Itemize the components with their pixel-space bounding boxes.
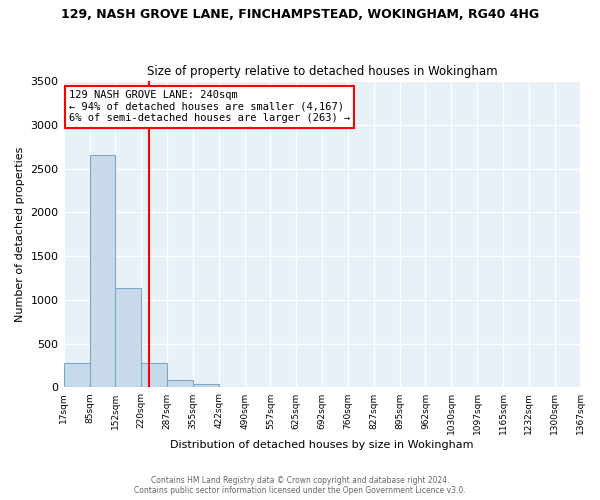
Bar — [193, 384, 218, 388]
Title: Size of property relative to detached houses in Wokingham: Size of property relative to detached ho… — [147, 66, 497, 78]
Y-axis label: Number of detached properties: Number of detached properties — [15, 146, 25, 322]
X-axis label: Distribution of detached houses by size in Wokingham: Distribution of detached houses by size … — [170, 440, 474, 450]
Bar — [218, 386, 245, 388]
Bar — [167, 380, 193, 388]
Bar — [115, 288, 141, 388]
Text: 129, NASH GROVE LANE, FINCHAMPSTEAD, WOKINGHAM, RG40 4HG: 129, NASH GROVE LANE, FINCHAMPSTEAD, WOK… — [61, 8, 539, 20]
Bar — [141, 363, 167, 388]
Bar — [64, 363, 89, 388]
Text: Contains HM Land Registry data © Crown copyright and database right 2024.
Contai: Contains HM Land Registry data © Crown c… — [134, 476, 466, 495]
Bar — [89, 156, 115, 388]
Text: 129 NASH GROVE LANE: 240sqm
← 94% of detached houses are smaller (4,167)
6% of s: 129 NASH GROVE LANE: 240sqm ← 94% of det… — [69, 90, 350, 124]
